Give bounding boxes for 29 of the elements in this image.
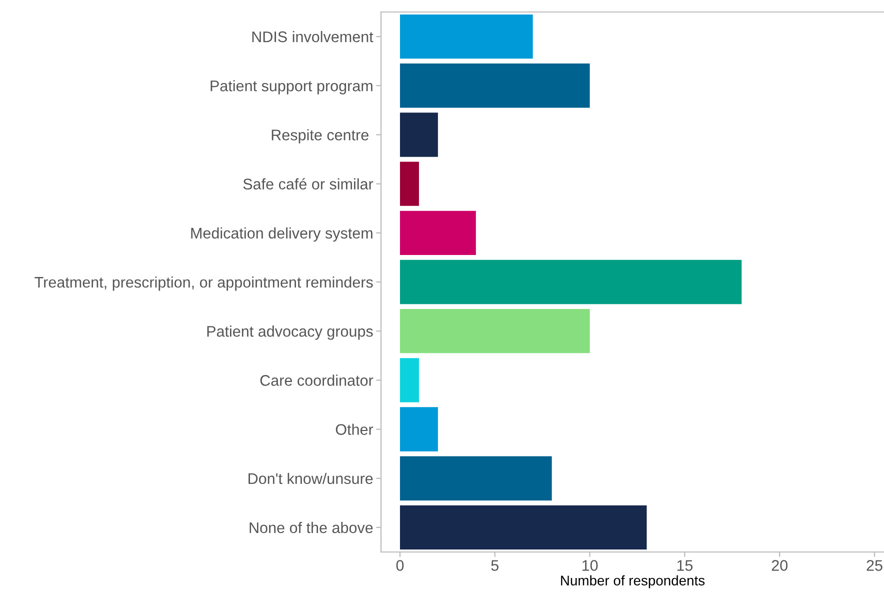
y-tick-label: Other: [336, 424, 374, 435]
x-tick-label: 25: [866, 560, 882, 571]
bar: [400, 162, 419, 206]
y-tick-label: Respite centre: [272, 129, 368, 144]
y-tick-label: None of the above: [250, 522, 373, 534]
y-tick-label: Patient advocacy groups: [207, 326, 373, 340]
y-tick-label: Don't know/unsure: [248, 472, 373, 484]
x-tick-label: 10: [582, 560, 598, 571]
y-tick-label: Care coordinator: [260, 374, 374, 386]
bar: [400, 309, 590, 354]
bar: [400, 358, 419, 402]
bar: [400, 505, 647, 550]
bar: [400, 14, 533, 59]
y-tick-label: Medication delivery system: [191, 227, 372, 242]
bar: [400, 407, 438, 452]
y-tick-label: Safe café or similar: [243, 178, 374, 190]
x-tick-label: 20: [772, 560, 788, 571]
x-tick-label: 0: [396, 560, 404, 571]
x-tick-label: 5: [491, 560, 498, 571]
x-axis-title: Number of respondents: [561, 575, 705, 588]
bar: [400, 456, 552, 500]
y-tick-label: NDIS involvement: [252, 31, 374, 42]
bar: [400, 210, 476, 255]
bar: [400, 260, 742, 304]
y-tick-label: Patient support program: [210, 80, 372, 94]
bar: [400, 64, 590, 108]
y-tick-label: Treatment, prescription, or appointment reminders: [34, 276, 373, 291]
bar: [400, 112, 438, 157]
x-tick-label: 15: [677, 560, 693, 571]
